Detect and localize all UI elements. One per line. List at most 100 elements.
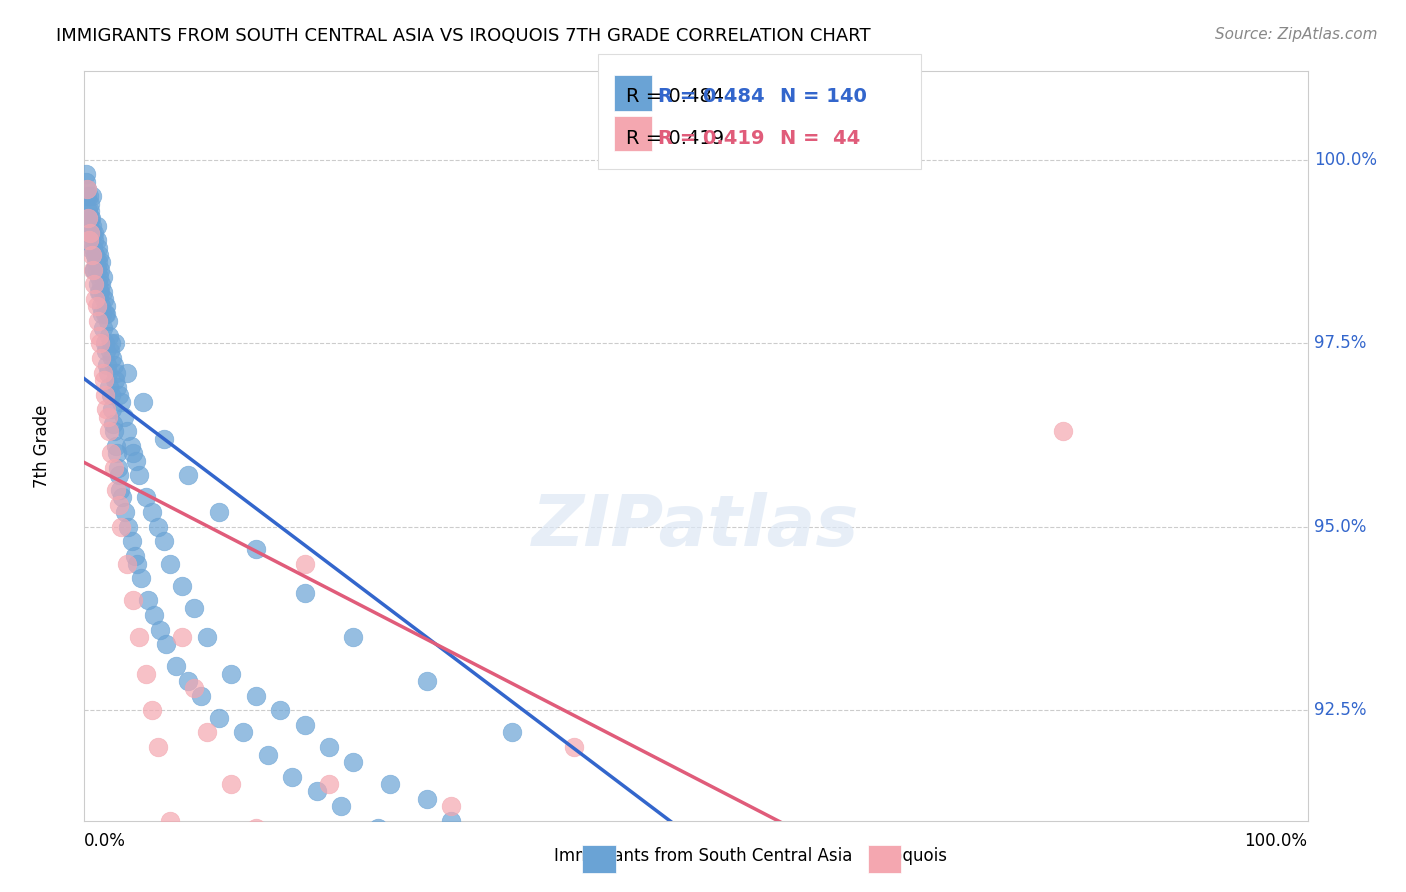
Point [79, 226, 101, 240]
Point [107, 461, 129, 475]
Point [294, 557, 316, 571]
Point [77, 226, 100, 240]
Point [124, 549, 146, 564]
Point [79, 203, 101, 218]
Point [219, 777, 242, 791]
Point [141, 505, 163, 519]
Point [83, 226, 105, 240]
Point [165, 659, 187, 673]
Point [108, 468, 131, 483]
Point [98, 343, 121, 358]
Point [562, 740, 585, 755]
Point [93, 373, 115, 387]
Point [89, 336, 111, 351]
Point [93, 336, 115, 351]
Point [77, 219, 100, 233]
Point [183, 681, 205, 696]
Point [110, 395, 132, 409]
Point [86, 219, 108, 233]
Point [77, 233, 100, 247]
Point [281, 770, 304, 784]
Point [97, 425, 120, 439]
Point [110, 483, 132, 497]
Point [141, 703, 163, 717]
Point [502, 725, 524, 739]
Point [269, 703, 291, 717]
Point [91, 366, 114, 380]
Point [195, 725, 218, 739]
Point [159, 814, 181, 828]
Point [153, 432, 176, 446]
Point [105, 446, 128, 460]
Point [83, 233, 105, 247]
Point [105, 366, 128, 380]
Point [219, 666, 242, 681]
Point [89, 262, 111, 277]
Point [79, 241, 101, 255]
Point [245, 541, 267, 556]
Point [115, 425, 138, 439]
Point [97, 328, 120, 343]
Point [83, 248, 105, 262]
Point [103, 461, 125, 475]
Point [107, 387, 129, 401]
Point [294, 718, 316, 732]
Text: Source: ZipAtlas.com: Source: ZipAtlas.com [1215, 27, 1378, 42]
Text: R = 0.484: R = 0.484 [626, 87, 724, 106]
Point [146, 740, 169, 755]
Point [294, 586, 316, 600]
Point [96, 402, 118, 417]
Point [103, 425, 125, 439]
Point [128, 630, 150, 644]
Point [83, 277, 105, 292]
Point [112, 409, 135, 424]
Point [513, 872, 536, 887]
Point [82, 241, 104, 255]
Point [177, 674, 200, 689]
Point [183, 600, 205, 615]
Point [159, 557, 181, 571]
Point [103, 358, 125, 372]
Point [380, 777, 402, 791]
Point [90, 351, 112, 365]
Point [232, 725, 254, 739]
Point [100, 336, 122, 351]
Point [416, 791, 439, 805]
Point [380, 887, 402, 892]
Text: N = 140: N = 140 [780, 87, 868, 106]
Point [100, 446, 122, 460]
Point [87, 241, 110, 255]
Point [96, 358, 118, 372]
Point [96, 307, 118, 321]
Point [440, 799, 463, 814]
Point [77, 203, 100, 218]
Point [77, 189, 100, 203]
Text: 100.0%: 100.0% [1244, 831, 1308, 850]
Point [107, 498, 129, 512]
Point [76, 189, 98, 203]
Point [87, 285, 110, 299]
Point [172, 578, 194, 592]
Point [155, 637, 177, 651]
Point [125, 557, 148, 571]
Point [115, 557, 138, 571]
Text: R = 0.419: R = 0.419 [626, 129, 724, 148]
Point [122, 446, 145, 460]
Point [1052, 425, 1074, 439]
Point [83, 262, 105, 277]
Point [101, 417, 124, 431]
Text: 92.5%: 92.5% [1313, 701, 1367, 720]
Point [110, 520, 132, 534]
Point [87, 248, 110, 262]
Point [367, 821, 389, 835]
Point [464, 857, 486, 871]
Text: 0.0%: 0.0% [84, 831, 127, 850]
Point [90, 277, 112, 292]
Point [172, 630, 194, 644]
Point [80, 211, 103, 226]
Point [257, 747, 280, 762]
Point [94, 307, 117, 321]
Point [86, 300, 108, 314]
Point [120, 439, 142, 453]
Point [115, 366, 138, 380]
